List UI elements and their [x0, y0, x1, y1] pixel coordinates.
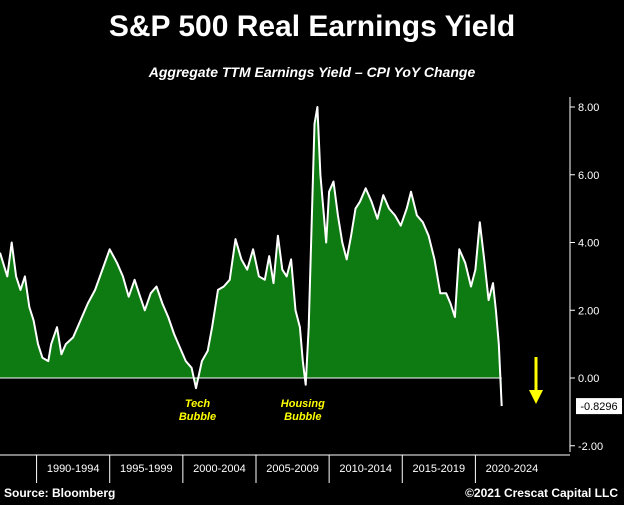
x-tick-label: 2010-2014	[339, 463, 392, 475]
y-tick-label: 6.00	[578, 170, 599, 182]
x-tick-label: 1990-1994	[47, 463, 100, 475]
annotation-label: Bubble	[179, 411, 216, 423]
down-arrow-head	[529, 390, 543, 404]
annotation-label: Housing	[281, 398, 325, 410]
area-fill	[0, 107, 502, 407]
x-tick-label: 2005-2009	[266, 463, 319, 475]
series-line	[0, 106, 503, 407]
x-tick-label: 2020-2024	[486, 463, 539, 475]
copyright-label: ©2021 Crescat Capital LLC	[465, 486, 618, 500]
x-tick-label: 2015-2019	[413, 463, 466, 475]
chart-subtitle: Aggregate TTM Earnings Yield – CPI YoY C…	[148, 64, 476, 80]
chart-title: S&P 500 Real Earnings Yield	[108, 10, 516, 43]
source-label: Source: Bloomberg	[4, 486, 116, 500]
y-tick-label: 2.00	[578, 305, 599, 317]
annotation-label: Tech	[185, 398, 211, 410]
annotation-label: Bubble	[284, 411, 321, 423]
y-tick-label: 8.00	[578, 102, 599, 114]
y-tick-label: 0.00	[578, 373, 599, 385]
y-tick-label: 4.00	[578, 238, 599, 250]
last-value-label: -0.8296	[580, 401, 617, 413]
y-tick-label: -2.00	[578, 441, 603, 453]
last-value-box	[576, 398, 622, 415]
x-tick-label: 1995-1999	[120, 463, 173, 475]
x-tick-label: 2000-2004	[193, 463, 246, 475]
